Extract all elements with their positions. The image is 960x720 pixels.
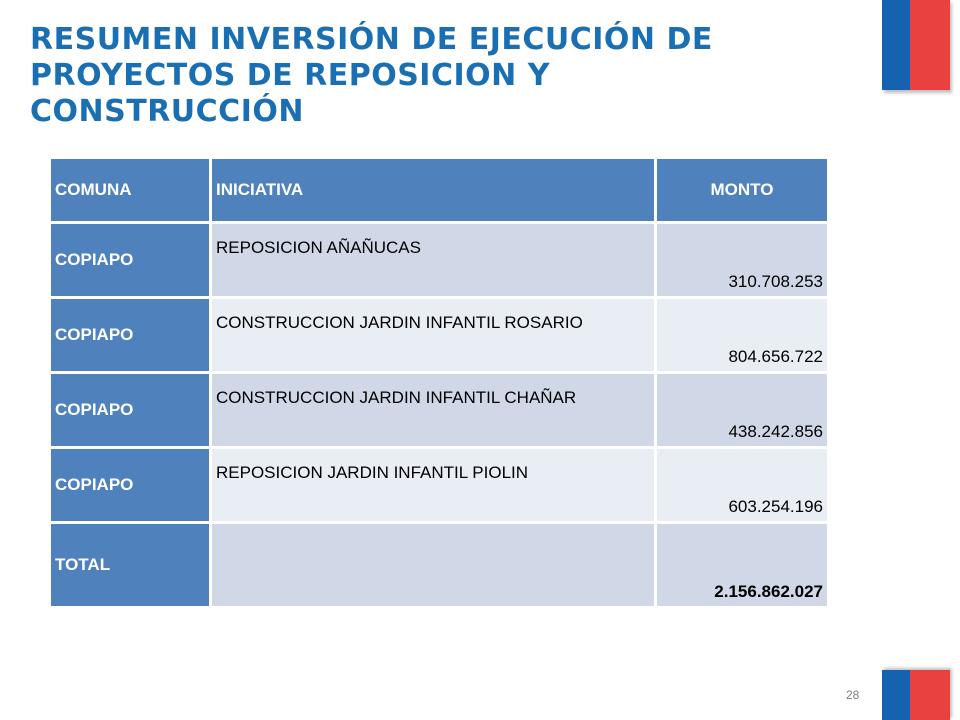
flag-blue-stripe [882, 670, 910, 720]
slide-title-line-1: RESUMEN INVERSIÓN DE EJECUCIÓN DE [30, 22, 713, 57]
cell-total-empty [209, 521, 657, 609]
flag-blue-stripe [882, 0, 910, 90]
cell-monto: 310.708.253 [654, 221, 830, 299]
cell-total-monto: 2.156.862.027 [654, 521, 830, 609]
cell-iniciativa: REPOSICION AÑAÑUCAS [209, 221, 657, 299]
cell-comuna: COPIAPO [48, 221, 212, 299]
flag-red-stripe [910, 670, 950, 720]
page-number: 28 [846, 688, 860, 702]
cell-iniciativa: CONSTRUCCION JARDIN INFANTIL CHAÑAR [209, 371, 657, 449]
table-total-row: TOTAL 2.156.862.027 [48, 521, 830, 609]
slide-title-line-2: PROYECTOS DE REPOSICION Y [30, 58, 550, 93]
cell-monto: 438.242.856 [654, 371, 830, 449]
slide-title-line-3: CONSTRUCCIÓN [30, 94, 304, 129]
cell-comuna: COPIAPO [48, 296, 212, 374]
cell-monto: 603.254.196 [654, 446, 830, 524]
investment-table: COMUNA INICIATIVA MONTO COPIAPO REPOSICI… [48, 156, 830, 609]
chile-flag-logo-bottom [882, 670, 950, 720]
header-monto: MONTO [654, 156, 830, 224]
cell-total-label: TOTAL [48, 521, 212, 609]
cell-comuna: COPIAPO [48, 446, 212, 524]
header-iniciativa: INICIATIVA [209, 156, 657, 224]
cell-monto: 804.656.722 [654, 296, 830, 374]
table-header-row: COMUNA INICIATIVA MONTO [48, 156, 830, 224]
table-row: COPIAPO CONSTRUCCION JARDIN INFANTIL CHA… [48, 371, 830, 449]
chile-flag-logo-top [882, 0, 950, 90]
table-row: COPIAPO REPOSICION JARDIN INFANTIL PIOLI… [48, 446, 830, 524]
slide-title: RESUMEN INVERSIÓN DE EJECUCIÓN DE PROYEC… [30, 22, 830, 130]
header-comuna: COMUNA [48, 156, 212, 224]
cell-iniciativa: REPOSICION JARDIN INFANTIL PIOLIN [209, 446, 657, 524]
table-row: COPIAPO REPOSICION AÑAÑUCAS 310.708.253 [48, 221, 830, 299]
cell-comuna: COPIAPO [48, 371, 212, 449]
table-row: COPIAPO CONSTRUCCION JARDIN INFANTIL ROS… [48, 296, 830, 374]
flag-red-stripe [910, 0, 950, 90]
cell-iniciativa: CONSTRUCCION JARDIN INFANTIL ROSARIO [209, 296, 657, 374]
